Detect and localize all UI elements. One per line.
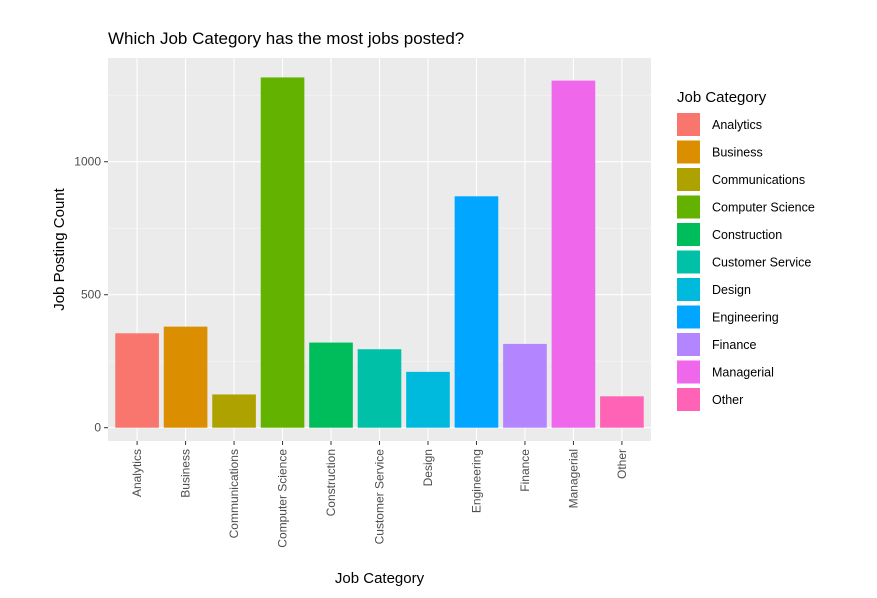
y-tick-label: 0 (94, 421, 101, 435)
legend-label: Managerial (712, 366, 774, 380)
legend-label: Customer Service (712, 256, 811, 270)
x-tick-label: Finance (518, 449, 532, 492)
legend-key (677, 195, 700, 219)
y-axis-title: Job Posting Count (51, 187, 68, 310)
legend-label: Communications (712, 173, 805, 187)
x-tick-label: Engineering (469, 449, 483, 513)
x-tick-label: Other (615, 449, 629, 479)
legend-key (677, 388, 700, 411)
x-tick-label: Communications (227, 449, 241, 538)
legend-key (677, 168, 700, 191)
bar (503, 343, 547, 428)
bar (600, 396, 644, 428)
legend-key (677, 250, 700, 274)
legend-label: Finance (712, 338, 757, 352)
legend-key (677, 305, 700, 329)
bar (163, 326, 208, 428)
legend: Job Category Analytics Business Communicat… (677, 89, 815, 411)
bar (551, 80, 596, 428)
x-tick-label: Customer Service (373, 449, 387, 545)
bar (309, 342, 353, 428)
x-tick-label: Analytics (130, 449, 144, 497)
legend-label: Computer Science (712, 201, 815, 215)
y-tick-label: 1000 (74, 155, 101, 169)
legend-label: Business (712, 146, 763, 160)
y-axis: 0 500 1000 (74, 155, 108, 435)
bar (406, 371, 450, 428)
bars (115, 77, 644, 428)
legend-label: Engineering (712, 311, 779, 325)
y-tick-label: 500 (81, 288, 101, 302)
legend-key (677, 113, 700, 136)
x-tick-label: Computer Science (276, 449, 290, 548)
bar (212, 394, 256, 428)
legend-label: Analytics (712, 118, 762, 132)
legend-key (677, 333, 700, 356)
x-axis: Analytics Business Communications Computer … (130, 441, 629, 548)
legend-title: Job Category (677, 89, 767, 106)
chart-title: Which Job Category has the most jobs pos… (108, 29, 464, 48)
x-tick-label: Design (421, 449, 435, 486)
bar (454, 196, 499, 428)
x-tick-label: Construction (324, 449, 338, 516)
legend-key (677, 360, 700, 384)
legend-key (677, 278, 700, 301)
x-tick-label: Managerial (566, 449, 580, 508)
legend-label: Other (712, 393, 743, 407)
x-axis-title: Job Category (335, 570, 425, 587)
bar (357, 349, 402, 428)
bar (260, 77, 305, 428)
legend-label: Construction (712, 228, 782, 242)
legend-key (677, 223, 700, 246)
x-tick-label: Business (179, 449, 193, 498)
legend-key (677, 140, 700, 164)
legend-label: Design (712, 283, 751, 297)
bar (115, 333, 159, 428)
